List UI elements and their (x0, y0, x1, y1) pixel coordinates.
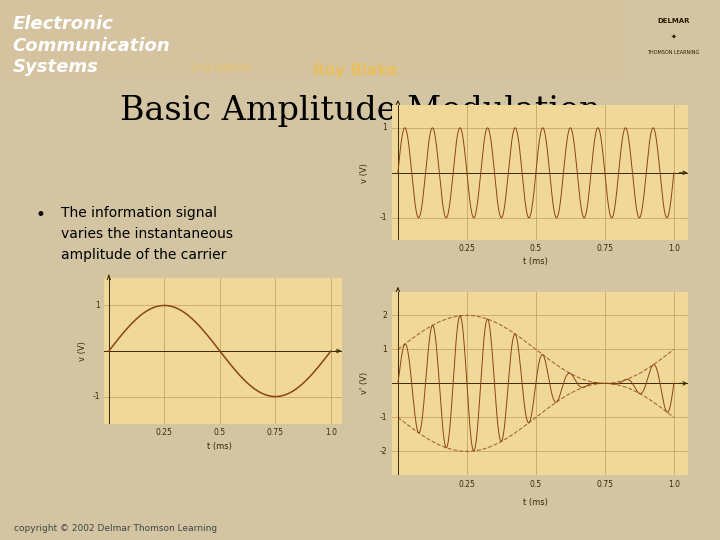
Text: ✦: ✦ (670, 33, 676, 39)
Text: -2: -2 (379, 447, 387, 456)
Text: 1: 1 (95, 301, 100, 310)
Text: 1: 1 (382, 345, 387, 354)
Text: t (ms): t (ms) (523, 257, 549, 266)
Text: 0.25: 0.25 (156, 428, 173, 436)
Text: -1: -1 (379, 213, 387, 222)
Bar (313, 0, 345, 77)
Bar (251, 0, 282, 77)
Text: 1.0: 1.0 (668, 480, 680, 489)
Text: Systems: Systems (12, 58, 99, 76)
Text: -1: -1 (92, 392, 100, 401)
Text: v (V): v (V) (360, 163, 369, 183)
Bar (376, 0, 408, 77)
Bar (501, 0, 533, 77)
Text: 2nd edition: 2nd edition (191, 63, 251, 73)
Text: 2: 2 (382, 311, 387, 320)
Bar (438, 0, 470, 77)
Text: v (V): v (V) (78, 341, 86, 361)
Text: v' (V): v' (V) (360, 373, 369, 394)
Bar (32, 0, 63, 77)
Text: THOMSON LEARNING: THOMSON LEARNING (647, 50, 699, 55)
Text: 0.5: 0.5 (530, 480, 542, 489)
Text: t (ms): t (ms) (207, 442, 233, 451)
Text: Basic Amplitude Modulation: Basic Amplitude Modulation (120, 95, 600, 127)
Bar (469, 0, 501, 77)
Text: The information signal
varies the instantaneous
amplitude of the carrier: The information signal varies the instan… (61, 206, 233, 261)
Bar (188, 0, 220, 77)
Text: •: • (36, 206, 46, 225)
Bar (220, 0, 251, 77)
Bar (157, 0, 188, 77)
Text: 0.5: 0.5 (214, 428, 226, 436)
Text: -1: -1 (379, 413, 387, 422)
Bar (564, 0, 595, 77)
Text: 1: 1 (382, 123, 387, 132)
Text: Communication: Communication (12, 37, 170, 55)
Text: 0.5: 0.5 (530, 244, 542, 253)
Text: copyright © 2002 Delmar Thomson Learning: copyright © 2002 Delmar Thomson Learning (14, 524, 217, 533)
Text: DELMAR: DELMAR (657, 18, 690, 24)
Bar (125, 0, 157, 77)
Bar (595, 0, 626, 77)
Text: 1.0: 1.0 (325, 428, 337, 436)
Bar (533, 0, 564, 77)
Text: 0.75: 0.75 (596, 480, 613, 489)
Text: 0.25: 0.25 (459, 480, 475, 489)
Bar (345, 0, 376, 77)
Bar (0, 0, 32, 77)
Text: 1.0: 1.0 (668, 244, 680, 253)
Text: Roy Blake: Roy Blake (313, 63, 398, 78)
Text: 0.75: 0.75 (596, 244, 613, 253)
Text: 0.75: 0.75 (267, 428, 284, 436)
Text: 0.25: 0.25 (459, 244, 475, 253)
Text: t (ms): t (ms) (523, 498, 549, 507)
Bar (408, 0, 438, 77)
Bar (63, 0, 94, 77)
Bar (282, 0, 313, 77)
Bar (94, 0, 125, 77)
Text: Electronic: Electronic (12, 15, 113, 33)
